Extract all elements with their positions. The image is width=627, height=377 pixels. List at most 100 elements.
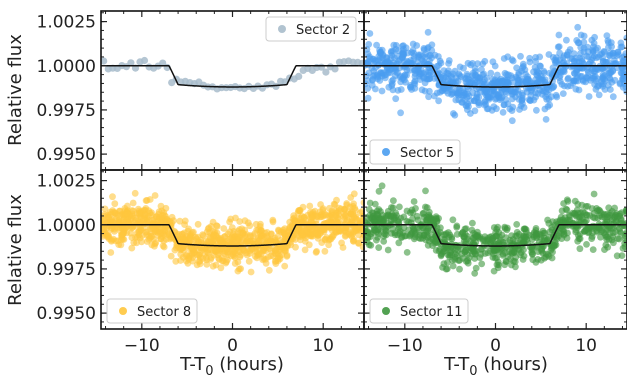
- data-point: [351, 204, 359, 212]
- data-point: [216, 246, 223, 254]
- data-point: [595, 206, 603, 214]
- data-point: [503, 226, 511, 234]
- data-point: [471, 270, 479, 277]
- data-point: [426, 87, 433, 95]
- data-point: [375, 244, 383, 252]
- data-point: [499, 250, 507, 258]
- data-point: [373, 215, 381, 223]
- data-point: [527, 97, 534, 104]
- data-point: [180, 246, 188, 254]
- data-point: [368, 81, 376, 89]
- data-point: [422, 236, 430, 244]
- data-point: [337, 205, 345, 213]
- data-point: [556, 74, 563, 82]
- data-point: [376, 49, 384, 56]
- data-point: [616, 228, 624, 236]
- x-tick-label: −10: [387, 336, 423, 356]
- legend-box: [369, 139, 461, 165]
- data-point: [336, 227, 344, 235]
- data-point: [520, 252, 528, 260]
- data-point: [509, 95, 516, 103]
- data-point: [534, 72, 541, 80]
- data-point: [563, 196, 571, 204]
- data-point: [207, 256, 215, 263]
- data-point: [451, 253, 459, 261]
- data-point: [373, 236, 380, 244]
- data-point: [589, 225, 596, 232]
- data-point: [350, 190, 358, 198]
- legend-box: [106, 298, 198, 324]
- data-point: [148, 241, 156, 249]
- data-point: [355, 240, 362, 247]
- data-point: [265, 266, 273, 274]
- data-point: [479, 60, 487, 68]
- x-axis-title-left-text: T-T0 (hours): [179, 354, 284, 377]
- data-point: [520, 104, 528, 111]
- data-point: [384, 58, 392, 66]
- scatter-points: [364, 182, 627, 277]
- data-point: [141, 211, 149, 218]
- data-point: [135, 231, 143, 239]
- data-point: [589, 246, 597, 254]
- data-point: [448, 86, 456, 94]
- data-point: [469, 219, 476, 227]
- data-point: [585, 93, 593, 100]
- data-point: [462, 257, 470, 265]
- data-point: [556, 49, 563, 57]
- data-point: [583, 211, 591, 219]
- data-point: [609, 67, 617, 75]
- data-point: [322, 68, 330, 76]
- data-point: [513, 221, 521, 228]
- data-point: [588, 56, 596, 64]
- data-point: [582, 203, 590, 210]
- data-point: [128, 244, 136, 252]
- data-point: [603, 217, 611, 225]
- data-point: [289, 221, 296, 229]
- data-point: [312, 249, 320, 256]
- data-point: [489, 58, 497, 66]
- data-point: [216, 236, 224, 244]
- data-point: [462, 240, 469, 248]
- data-point: [563, 51, 571, 59]
- data-point: [231, 254, 239, 262]
- data-point: [407, 59, 415, 67]
- data-point: [140, 56, 149, 65]
- data-point: [390, 41, 398, 49]
- data-point: [498, 231, 506, 239]
- data-point: [532, 258, 540, 266]
- data-point: [325, 236, 333, 244]
- data-point: [426, 51, 434, 59]
- data-point: [117, 227, 124, 235]
- transit-model-curve: [101, 224, 364, 247]
- data-point: [452, 74, 460, 82]
- x-tick-label: 10: [575, 336, 597, 356]
- data-point: [564, 75, 572, 83]
- data-point: [185, 225, 193, 233]
- data-point: [453, 222, 461, 230]
- data-point: [409, 46, 417, 54]
- data-point: [158, 232, 166, 240]
- data-point: [547, 247, 555, 254]
- data-point: [127, 229, 135, 237]
- data-point: [221, 250, 229, 258]
- data-point: [437, 252, 445, 260]
- data-point: [247, 268, 255, 276]
- data-point: [146, 196, 154, 203]
- data-point: [546, 101, 554, 109]
- data-point: [391, 54, 398, 62]
- x-axis-title-right-text: T-T0 (hours): [443, 354, 548, 377]
- data-point: [621, 234, 627, 242]
- data-point: [111, 200, 119, 208]
- data-point: [281, 262, 289, 270]
- data-point: [267, 236, 274, 244]
- legend: Sector 2: [265, 16, 357, 42]
- data-point: [580, 38, 588, 46]
- data-point: [215, 255, 223, 262]
- data-point: [601, 77, 609, 84]
- legend: Sector 11: [369, 298, 469, 324]
- panel-frame: [363, 169, 627, 330]
- data-point: [102, 230, 110, 238]
- data-point: [397, 86, 405, 93]
- x-tick-label: −10: [124, 336, 160, 356]
- data-point: [600, 211, 608, 219]
